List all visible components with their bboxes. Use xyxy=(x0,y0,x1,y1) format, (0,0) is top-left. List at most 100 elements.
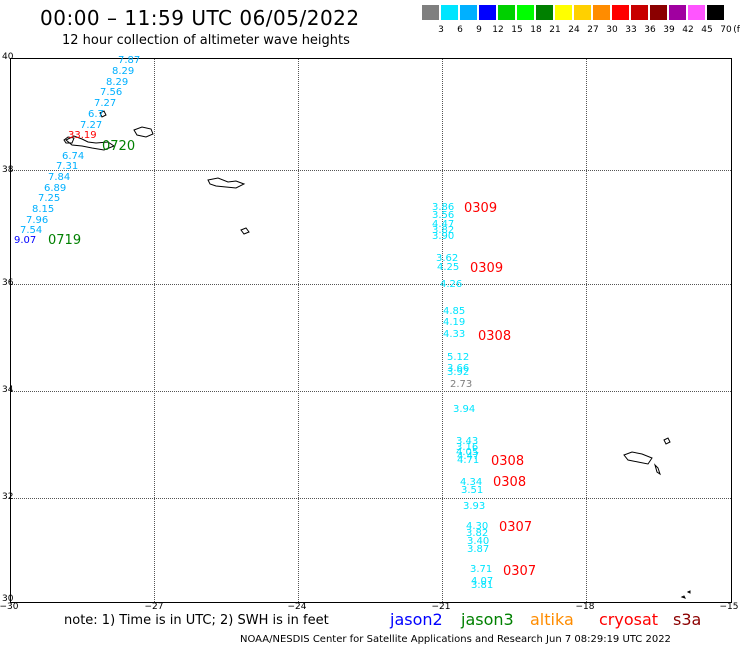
legend-label-42: 42 xyxy=(682,25,694,35)
satellite-legend-cryosat: cryosat xyxy=(599,610,659,629)
swh-reading-west: 6.89 xyxy=(44,183,67,194)
legend-label-27: 27 xyxy=(587,25,599,35)
pass-time-label: 0720 xyxy=(102,139,136,154)
swh-reading-west: 8.29 xyxy=(106,77,129,88)
lat-tick-38: 38 xyxy=(2,165,14,175)
swh-reading-west: 9.07 xyxy=(14,235,37,246)
swh-reading-east: 4.47 xyxy=(457,451,480,462)
swh-reading-east: 3.40 xyxy=(467,536,490,547)
swh-reading-west: 7.27 xyxy=(94,98,117,109)
pass-time-label: 0719 xyxy=(48,233,82,248)
map-title: 00:00 – 11:59 UTC 06/05/2022 xyxy=(40,6,360,30)
swh-reading-east: 3.94 xyxy=(453,404,476,415)
grid-line-lon-18 xyxy=(586,59,587,602)
swh-reading-east: 3.51 xyxy=(461,485,484,496)
lat-tick-40: 40 xyxy=(2,52,14,62)
azores-island-terceira xyxy=(133,126,154,138)
legend-swatch-33 xyxy=(612,5,629,20)
pass-time-label: 0307 xyxy=(503,564,537,579)
swh-reading-east: 3.81 xyxy=(471,580,494,591)
swh-reading-east: 4.47 xyxy=(432,219,455,230)
swh-reading-east: 4.05 xyxy=(456,447,479,458)
legend-label-12: 12 xyxy=(492,25,504,35)
swh-reading-west: 6.7 xyxy=(88,109,104,120)
lon-tick-21: −21 xyxy=(431,602,451,612)
swh-reading-east: 3.82 xyxy=(466,528,489,539)
pass-time-label: 0308 xyxy=(478,329,512,344)
grid-line-lat-36 xyxy=(11,284,731,285)
swh-reading-east: 4.85 xyxy=(443,306,466,317)
legend-label-21: 21 xyxy=(549,25,561,35)
swh-reading-east: 4.34 xyxy=(460,477,483,488)
swh-reading-east: 3.62 xyxy=(436,253,459,264)
legend-unit: (ft) xyxy=(733,25,740,35)
swh-reading-west: 7.87 xyxy=(118,55,141,66)
grid-line-lat-32 xyxy=(11,498,731,499)
legend-label-18: 18 xyxy=(530,25,542,35)
swh-reading-west: 7.27 xyxy=(80,120,103,131)
swh-reading-east: 3.71 xyxy=(470,564,493,575)
satellite-legend-s3a: s3a xyxy=(673,610,702,629)
swh-reading-east: 4.33 xyxy=(443,329,466,340)
grid-line-lon-24 xyxy=(298,59,299,602)
legend-label-70: 70 xyxy=(720,25,732,35)
legend-swatch-12 xyxy=(479,5,496,20)
swh-reading-east: 3.86 xyxy=(432,202,455,213)
legend-swatch-70 xyxy=(707,5,724,20)
swh-reading-east: 4.07 xyxy=(471,576,494,587)
swh-reading-east: 3.16 xyxy=(456,442,479,453)
legend-swatch-24 xyxy=(555,5,572,20)
legend-swatch-3 xyxy=(422,5,439,20)
swh-reading-west: 7.96 xyxy=(26,215,49,226)
desertas-islands xyxy=(653,463,661,476)
legend-swatch-18 xyxy=(517,5,534,20)
legend-swatch-42 xyxy=(669,5,686,20)
lon-tick-27: −27 xyxy=(144,602,164,612)
satellite-legend-jason3: jason3 xyxy=(461,610,514,629)
swh-reading-east: 5.12 xyxy=(447,352,470,363)
legend-label-9: 9 xyxy=(476,25,482,35)
swh-reading-west: 7.56 xyxy=(100,87,123,98)
legend-label-36: 36 xyxy=(644,25,656,35)
grid-line-lat-34 xyxy=(11,391,731,392)
swh-reading-east: 4.26 xyxy=(440,279,463,290)
swh-reading-east: 4.30 xyxy=(466,521,489,532)
swh-reading-east: 3.87 xyxy=(467,544,490,555)
swh-reading-east: 4.71 xyxy=(457,455,480,466)
legend-label-30: 30 xyxy=(606,25,618,35)
pass-time-label: 0309 xyxy=(464,201,498,216)
map-subtitle: 12 hour collection of altimeter wave hei… xyxy=(62,33,350,48)
grid-line-lon-21 xyxy=(442,59,443,602)
legend-swatch-21 xyxy=(536,5,553,20)
lon-tick-15: −15 xyxy=(719,602,739,612)
lon-tick-30: −30 xyxy=(0,602,19,612)
legend-label-39: 39 xyxy=(663,25,675,35)
swh-reading-west: 7.54 xyxy=(20,225,43,236)
lat-tick-34: 34 xyxy=(2,385,14,395)
legend-swatch-27 xyxy=(574,5,591,20)
legend-swatch-15 xyxy=(498,5,515,20)
porto-santo-island xyxy=(663,437,671,445)
azores-island-pico xyxy=(65,135,116,151)
swh-reading-west: 7.25 xyxy=(38,193,61,204)
swh-reading-east: 3.66 xyxy=(447,363,470,374)
selvagens-islet-2 xyxy=(686,590,691,594)
swh-reading-east: 2.73 xyxy=(450,379,473,390)
grid-line-lat-38 xyxy=(11,170,731,171)
swh-reading-west: 7.31 xyxy=(56,161,79,172)
legend-swatch-6 xyxy=(441,5,458,20)
legend-swatch-39 xyxy=(650,5,667,20)
pass-time-label: 0307 xyxy=(499,520,533,535)
lon-tick-24: −24 xyxy=(287,602,307,612)
legend-swatch-45 xyxy=(688,5,705,20)
legend-label-24: 24 xyxy=(568,25,580,35)
footnote: note: 1) Time is in UTC; 2) SWH is in fe… xyxy=(64,613,329,628)
swh-reading-east: 3.90 xyxy=(432,231,455,242)
legend-label-15: 15 xyxy=(511,25,523,35)
grid-line-lon-27 xyxy=(154,59,155,602)
legend-swatch-30 xyxy=(593,5,610,20)
swh-reading-west: 8.15 xyxy=(32,204,55,215)
swh-reading-west: 7.84 xyxy=(48,172,71,183)
pass-time-label: 0308 xyxy=(491,454,525,469)
